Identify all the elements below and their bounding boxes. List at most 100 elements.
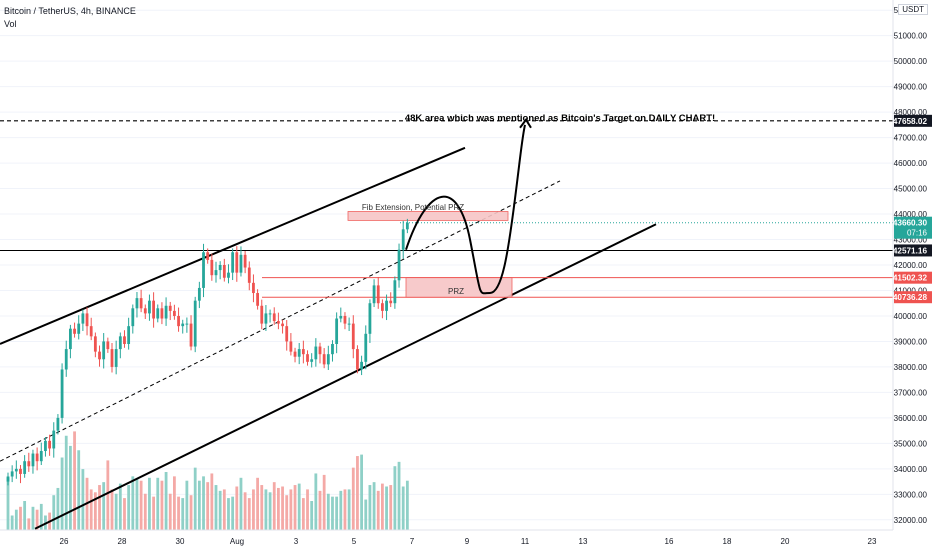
volume-bar bbox=[247, 498, 251, 530]
volume-bar bbox=[181, 498, 185, 530]
volume-bar bbox=[185, 480, 189, 530]
candle-body bbox=[401, 229, 405, 250]
candle-body bbox=[235, 252, 239, 273]
channel-lower-line bbox=[34, 223, 657, 530]
volume-bar bbox=[10, 515, 14, 530]
price-tick-label: 43000.00 bbox=[894, 236, 928, 245]
time-tick-label: 20 bbox=[781, 537, 790, 546]
candle-body bbox=[56, 417, 60, 431]
price-label-text: 42571.16 bbox=[893, 246, 928, 255]
candlesticks bbox=[6, 218, 409, 486]
volume-bar bbox=[52, 495, 56, 530]
volume-bar bbox=[306, 489, 309, 530]
price-tick-label: 37000.00 bbox=[894, 388, 928, 397]
channel-upper-line bbox=[0, 146, 466, 345]
volume-bar bbox=[206, 482, 210, 530]
candle-body bbox=[376, 285, 380, 304]
candle-body bbox=[35, 453, 39, 462]
price-tick-label: 38000.00 bbox=[894, 363, 928, 372]
price-tick-label: 49000.00 bbox=[894, 83, 928, 92]
volume-bar bbox=[102, 482, 106, 530]
candle-body bbox=[123, 336, 126, 344]
candle-body bbox=[339, 315, 343, 319]
candle-body bbox=[52, 430, 56, 449]
volume-indicator-label[interactable]: Vol bbox=[4, 19, 17, 29]
time-tick-label: 30 bbox=[176, 537, 185, 546]
candle-body bbox=[385, 300, 388, 311]
time-tick-label: 13 bbox=[579, 537, 588, 546]
candle-body bbox=[81, 313, 85, 324]
candle-body bbox=[110, 349, 114, 367]
time-tick-label: 9 bbox=[465, 537, 470, 546]
price-tick-label: 47000.00 bbox=[894, 134, 928, 143]
volume-bar bbox=[252, 489, 255, 530]
volume-bar bbox=[23, 501, 27, 530]
candle-body bbox=[277, 321, 280, 324]
candle-body bbox=[93, 336, 97, 352]
volume-bar bbox=[60, 457, 64, 530]
candle-body bbox=[314, 346, 318, 360]
candle-body bbox=[227, 272, 230, 278]
volume-bar bbox=[193, 467, 197, 530]
volume-bar bbox=[268, 492, 272, 530]
candle-body bbox=[397, 249, 401, 281]
candle-body bbox=[368, 303, 372, 334]
volume-bar bbox=[114, 493, 118, 530]
candle-body bbox=[360, 361, 363, 370]
volume-bar bbox=[356, 456, 359, 530]
candle-body bbox=[181, 323, 185, 327]
price-tick-label: 51000.00 bbox=[894, 32, 928, 41]
volume-bar bbox=[364, 499, 368, 530]
candle-body bbox=[10, 471, 14, 477]
currency-badge: USDT bbox=[898, 4, 928, 15]
volume-bar bbox=[93, 492, 97, 530]
candle-body bbox=[243, 254, 247, 268]
volume-bar bbox=[381, 483, 384, 530]
volume-bar bbox=[14, 509, 18, 530]
time-tick-label: 5 bbox=[352, 537, 357, 546]
volume-bar bbox=[73, 431, 76, 530]
candle-body bbox=[210, 259, 214, 276]
candle-body bbox=[48, 440, 51, 449]
candle-body bbox=[351, 323, 355, 350]
price-label-badge bbox=[894, 271, 932, 284]
candle-body bbox=[173, 310, 176, 316]
candle-body bbox=[301, 349, 305, 355]
candle-body bbox=[69, 328, 72, 350]
candle-body bbox=[118, 336, 122, 350]
volume-bar bbox=[351, 467, 355, 530]
fib-zone-box bbox=[347, 211, 509, 221]
candle-body bbox=[148, 300, 151, 314]
candle-body bbox=[214, 270, 218, 276]
volume-bar bbox=[368, 485, 372, 530]
volume-bar bbox=[27, 518, 31, 530]
projection-path bbox=[405, 117, 532, 295]
price-tick-label: 39000.00 bbox=[894, 337, 928, 346]
time-tick-label: 23 bbox=[868, 537, 877, 546]
volume-bar bbox=[331, 496, 334, 530]
volume-bar bbox=[56, 487, 60, 530]
candle-body bbox=[185, 323, 189, 325]
candle-body bbox=[393, 280, 397, 304]
volume-bar bbox=[347, 489, 351, 530]
candle-body bbox=[102, 341, 106, 360]
volume-bar bbox=[405, 480, 409, 530]
symbol-title[interactable]: Bitcoin / TetherUS, 4h, BINANCE bbox=[4, 6, 136, 16]
volume-bar bbox=[297, 483, 301, 530]
candle-body bbox=[168, 305, 172, 311]
volume-bar bbox=[6, 477, 10, 530]
volume-bar bbox=[239, 477, 243, 530]
time-tick-label: 16 bbox=[665, 537, 674, 546]
volume-bar bbox=[127, 485, 131, 530]
candle-body bbox=[60, 369, 64, 418]
volume-bar bbox=[281, 486, 284, 530]
candle-body bbox=[27, 461, 31, 467]
time-tick-label: Aug bbox=[230, 537, 244, 546]
candle-body bbox=[19, 468, 22, 474]
price-label-badge bbox=[894, 244, 932, 257]
candle-body bbox=[268, 313, 272, 315]
volume-bar bbox=[318, 490, 322, 530]
candle-body bbox=[272, 313, 276, 322]
